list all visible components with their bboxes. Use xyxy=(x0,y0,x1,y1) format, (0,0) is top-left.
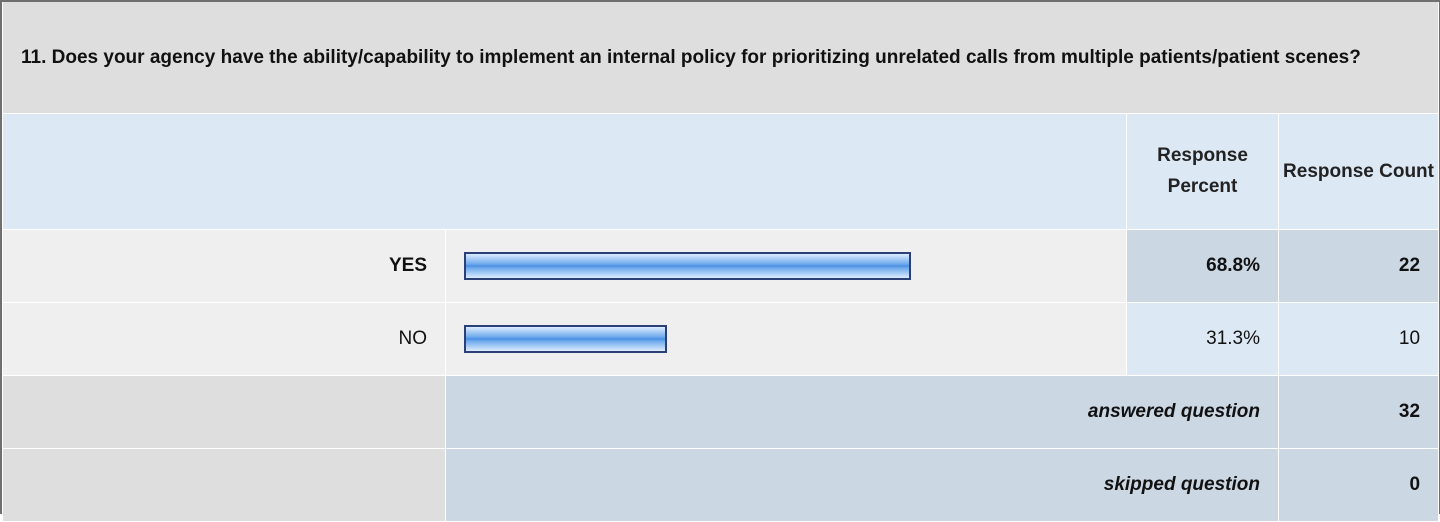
answer-row-yes: YES 68.8% 22 xyxy=(2,228,1440,303)
question-title: 11. Does your agency have the ability/ca… xyxy=(1,0,1440,114)
response-bar xyxy=(464,251,911,280)
bar-cell xyxy=(445,301,1127,376)
response-count: 22 xyxy=(1277,228,1440,303)
header-response-percent: Response Percent xyxy=(1126,112,1279,230)
question-row: 11. Does your agency have the ability/ca… xyxy=(1,0,1440,114)
header-row: Response Percent Response Count xyxy=(2,112,1440,230)
header-response-count: Response Count xyxy=(1277,112,1440,230)
skipped-question-label: skipped question xyxy=(445,447,1279,522)
response-bar xyxy=(464,324,667,353)
answer-row-no: NO 31.3% 10 xyxy=(2,301,1440,376)
skipped-question-count: 0 xyxy=(1277,447,1440,522)
answered-question-count: 32 xyxy=(1277,374,1440,449)
header-blank xyxy=(2,112,1127,230)
skipped-row: skipped question 0 xyxy=(2,447,1440,522)
response-count: 10 xyxy=(1277,301,1440,376)
answered-row: answered question 32 xyxy=(2,374,1440,449)
summary-blank xyxy=(2,374,446,449)
response-percent: 68.8% xyxy=(1126,228,1279,303)
summary-blank xyxy=(2,447,446,522)
bar-cell xyxy=(445,228,1127,303)
answer-label: YES xyxy=(2,228,446,303)
response-percent: 31.3% xyxy=(1126,301,1279,376)
answer-label: NO xyxy=(2,301,446,376)
answered-question-label: answered question xyxy=(445,374,1279,449)
